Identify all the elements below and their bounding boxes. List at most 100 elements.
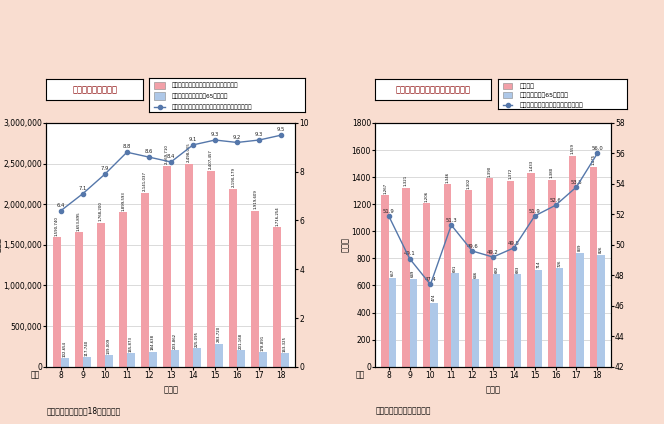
- Bar: [423, 204, 430, 367]
- Bar: [120, 212, 127, 367]
- Bar: [252, 211, 259, 367]
- Bar: [402, 188, 410, 367]
- Text: 高齢者被害認知件数（65歳以上）: 高齢者被害認知件数（65歳以上）: [171, 93, 228, 99]
- Text: 9.3: 9.3: [211, 132, 219, 137]
- Text: 117,740: 117,740: [85, 339, 89, 356]
- Text: 2,469,710: 2,469,710: [165, 145, 169, 165]
- Bar: [229, 189, 237, 367]
- Bar: [444, 184, 452, 367]
- Bar: [163, 166, 171, 367]
- Bar: [193, 349, 201, 367]
- Bar: [598, 255, 605, 367]
- Bar: [569, 156, 576, 367]
- Text: 1,433: 1,433: [529, 160, 533, 171]
- Text: 1,653,895: 1,653,895: [77, 211, 81, 231]
- Text: 203,862: 203,862: [173, 332, 177, 349]
- Text: 474: 474: [432, 293, 436, 301]
- Text: 49.8: 49.8: [508, 241, 520, 245]
- Bar: [472, 279, 479, 367]
- Text: 1,716,254: 1,716,254: [276, 206, 280, 226]
- Text: 163,325: 163,325: [283, 336, 287, 352]
- Bar: [556, 268, 563, 367]
- Bar: [465, 190, 472, 367]
- Y-axis label: （件）: （件）: [0, 237, 2, 252]
- Text: 1,302: 1,302: [467, 178, 471, 189]
- Text: 139,009: 139,009: [107, 338, 111, 354]
- Bar: [388, 278, 396, 367]
- Text: 649: 649: [411, 270, 415, 277]
- Bar: [53, 237, 61, 367]
- Text: 全死者数: 全死者数: [520, 83, 535, 89]
- Text: 8.6: 8.6: [145, 149, 153, 154]
- Text: 7.9: 7.9: [101, 166, 109, 171]
- Text: 2,190,179: 2,190,179: [231, 167, 235, 187]
- Bar: [548, 180, 556, 367]
- Bar: [83, 357, 90, 367]
- Text: 1,346: 1,346: [446, 172, 450, 183]
- Text: 1,768,200: 1,768,200: [99, 201, 103, 221]
- Text: 1,372: 1,372: [508, 168, 512, 179]
- Bar: [430, 303, 438, 367]
- Text: 178,891: 178,891: [261, 335, 265, 351]
- Bar: [452, 273, 459, 367]
- Bar: [97, 223, 105, 367]
- Bar: [154, 82, 165, 89]
- Bar: [215, 344, 222, 367]
- Text: 9.1: 9.1: [189, 137, 197, 142]
- Text: 1,267: 1,267: [383, 182, 387, 193]
- Text: 9.2: 9.2: [233, 134, 241, 139]
- Text: 2,407,457: 2,407,457: [209, 150, 213, 170]
- Bar: [527, 173, 535, 367]
- Text: 225,095: 225,095: [195, 331, 199, 347]
- Bar: [535, 270, 542, 367]
- Text: 1,559: 1,559: [571, 143, 575, 154]
- Text: 8.4: 8.4: [167, 154, 175, 159]
- Bar: [410, 279, 417, 367]
- Bar: [514, 274, 521, 367]
- Text: 714: 714: [537, 261, 540, 268]
- Text: 2,498,065: 2,498,065: [187, 142, 191, 162]
- Text: 6.4: 6.4: [56, 203, 65, 208]
- Text: （年）: （年）: [485, 385, 501, 394]
- Text: 657: 657: [390, 269, 394, 276]
- Bar: [61, 358, 68, 367]
- Bar: [171, 350, 179, 367]
- Text: 資料：警察庁「平成18年の犯罪」: 資料：警察庁「平成18年の犯罪」: [46, 406, 121, 416]
- Text: 51.9: 51.9: [529, 209, 540, 214]
- Bar: [127, 353, 135, 367]
- Text: 726: 726: [557, 259, 561, 267]
- Bar: [503, 92, 512, 98]
- Text: 682: 682: [495, 265, 499, 273]
- Bar: [493, 274, 500, 367]
- Text: 826: 826: [599, 246, 603, 253]
- Text: 49.1: 49.1: [404, 251, 416, 256]
- Text: （年）: （年）: [163, 385, 179, 394]
- Text: 刑法犯被害認知件数: 刑法犯被害認知件数: [72, 85, 117, 94]
- Text: 資料：消防庁「消防白書」: 資料：消防庁「消防白書」: [375, 406, 431, 416]
- Bar: [105, 355, 113, 367]
- Text: 102,654: 102,654: [62, 341, 66, 357]
- Bar: [207, 171, 215, 367]
- Text: 平成: 平成: [31, 370, 40, 379]
- Text: 52.6: 52.6: [550, 198, 562, 203]
- Bar: [185, 164, 193, 367]
- Text: 51.9: 51.9: [383, 209, 394, 214]
- Bar: [237, 350, 245, 367]
- Text: 1,206: 1,206: [425, 191, 429, 202]
- Y-axis label: （人）: （人）: [341, 237, 350, 252]
- Text: 1,475: 1,475: [592, 154, 596, 165]
- Text: 平成: 平成: [356, 370, 365, 379]
- Text: 火災死者数（放火自殺者を除く）: 火災死者数（放火自殺者を除く）: [396, 85, 471, 94]
- Text: 1,590,740: 1,590,740: [55, 216, 59, 236]
- Bar: [507, 181, 514, 367]
- Text: 全被害認知件数に占める高齢者被害認知件数の割合: 全被害認知件数に占める高齢者被害認知件数の割合: [171, 105, 252, 110]
- Text: 全死者数に占める高齢者死者数の割合: 全死者数に占める高齢者死者数の割合: [520, 102, 584, 108]
- Text: 2,141,037: 2,141,037: [143, 171, 147, 191]
- Text: 1,380: 1,380: [550, 167, 554, 178]
- Bar: [141, 193, 149, 367]
- Bar: [259, 352, 267, 367]
- Text: 184,638: 184,638: [151, 334, 155, 350]
- Text: 47.4: 47.4: [424, 277, 436, 282]
- Text: 691: 691: [453, 264, 457, 271]
- Text: 全被害認知件数（人が被害を受けたもの）: 全被害認知件数（人が被害を受けたもの）: [171, 83, 238, 88]
